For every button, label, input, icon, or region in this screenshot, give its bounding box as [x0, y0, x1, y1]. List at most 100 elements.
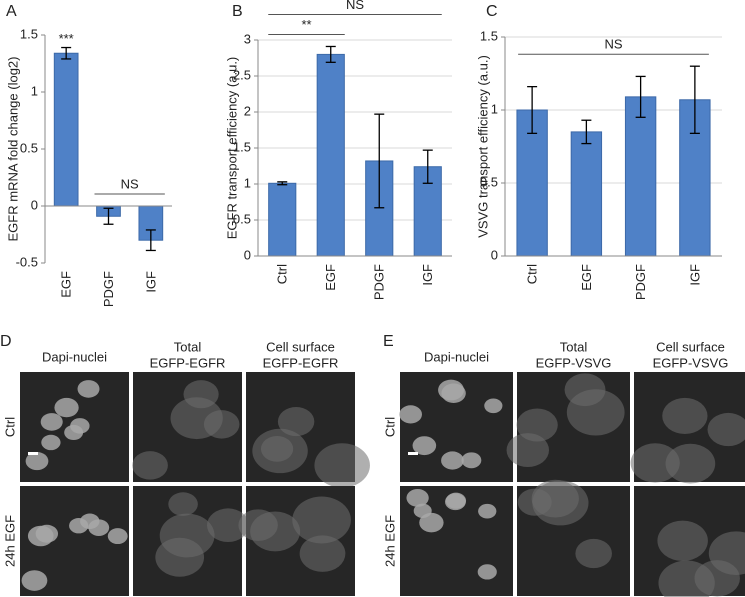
error-bar [103, 207, 114, 225]
row-label: Ctrl [2, 417, 17, 437]
cell [566, 389, 625, 436]
cell [277, 406, 315, 437]
bar [316, 53, 345, 257]
cell [531, 479, 579, 518]
y-tick-label: 0.5 [233, 211, 251, 226]
y-tick-label: 1.5 [233, 139, 251, 154]
cell [406, 488, 429, 507]
y-tick-label: -0.5 [16, 254, 38, 269]
significance-label: NS [346, 0, 364, 12]
y-axis-label: EGFR transport efficiency (a.u.) [224, 57, 239, 240]
cell [41, 434, 61, 451]
cell [54, 397, 79, 418]
error-bar [581, 119, 592, 145]
column-header: Cell surface [656, 339, 725, 354]
x-tick-label: Ctrl [275, 264, 290, 284]
x-tick-label: IGF [143, 271, 158, 293]
column-header: Dapi-nuclei [424, 349, 489, 364]
cell [292, 496, 351, 544]
row-label: 24h EGF [2, 515, 17, 567]
cell [252, 428, 308, 474]
y-tick-label: 1.5 [20, 26, 38, 41]
y-axis-label: VSVG transport efficiency (a.u.) [475, 55, 490, 238]
cell [662, 397, 708, 435]
y-tick-label: 1.5 [480, 28, 498, 43]
y-tick-label: 0 [244, 247, 251, 262]
cell [413, 503, 432, 519]
y-tick-label: 1 [31, 83, 38, 98]
error-bar [145, 229, 156, 252]
column-header: Cell surface [266, 339, 335, 354]
error-bar [689, 65, 700, 135]
x-tick-label: IGF [420, 264, 435, 286]
cell [412, 436, 437, 456]
x-tick-label: EGF [323, 264, 338, 291]
column-header: Dapi-nuclei [42, 349, 107, 364]
scale-bar [408, 452, 418, 455]
x-tick-label: EGF [579, 264, 594, 291]
cell [168, 492, 198, 516]
cell [159, 513, 215, 558]
cell [506, 433, 550, 468]
error-bar [61, 46, 72, 60]
cell [88, 519, 110, 536]
x-tick-label: Ctrl [525, 264, 540, 284]
panel-letter: E [383, 333, 394, 350]
cell [40, 413, 63, 431]
cell [461, 452, 482, 469]
panel-letter: A [6, 3, 17, 20]
bar [679, 99, 711, 257]
cell [132, 451, 168, 480]
cell [575, 538, 612, 569]
error-bar [635, 75, 646, 118]
cell [170, 397, 223, 440]
cell [35, 524, 59, 543]
x-tick-label: PDGF [633, 264, 648, 300]
cell [70, 418, 90, 434]
bar [624, 96, 657, 257]
cell [630, 443, 680, 483]
column-header: Total [560, 339, 588, 354]
cell [314, 443, 370, 488]
column-header: Total [174, 339, 202, 354]
error-bar [374, 113, 385, 209]
cell [478, 503, 497, 519]
y-tick-label: 1 [491, 101, 498, 116]
cell [77, 380, 100, 398]
x-tick-label: PDGF [101, 271, 116, 307]
cell [21, 570, 48, 591]
error-bar [422, 149, 433, 184]
y-axis-label: EGFR mRNA fold change (log2) [5, 57, 20, 242]
panel-letter: B [232, 3, 243, 20]
cell [657, 520, 708, 561]
cell [399, 405, 422, 424]
panel-letter: D [0, 333, 12, 350]
row-label: Ctrl [382, 417, 397, 437]
y-tick-label: 0 [31, 197, 38, 212]
cell [665, 443, 716, 484]
cell [441, 451, 464, 470]
significance-label: NS [604, 37, 622, 52]
column-header: EGFP-EGFR [263, 355, 339, 370]
y-tick-label: 2.5 [233, 67, 251, 82]
x-tick-label: PDGF [372, 264, 387, 300]
cell [708, 531, 745, 575]
scale-bar [28, 452, 38, 455]
x-tick-label: EGF [59, 271, 74, 298]
y-tick-label: 0.5 [20, 140, 38, 155]
cell [419, 512, 444, 533]
y-tick-label: 2 [244, 103, 251, 118]
row-label: 24h EGF [382, 515, 397, 567]
significance-label: NS [121, 176, 139, 191]
significance-label: ** [301, 17, 311, 32]
cell [444, 493, 466, 511]
y-tick-label: 1 [244, 175, 251, 190]
cell [484, 398, 503, 414]
bar [570, 131, 603, 257]
x-tick-label: IGF [687, 264, 702, 286]
bar [53, 52, 79, 207]
column-header: EGFP-EGFR [150, 355, 226, 370]
cell [25, 452, 49, 471]
cell [477, 564, 497, 580]
